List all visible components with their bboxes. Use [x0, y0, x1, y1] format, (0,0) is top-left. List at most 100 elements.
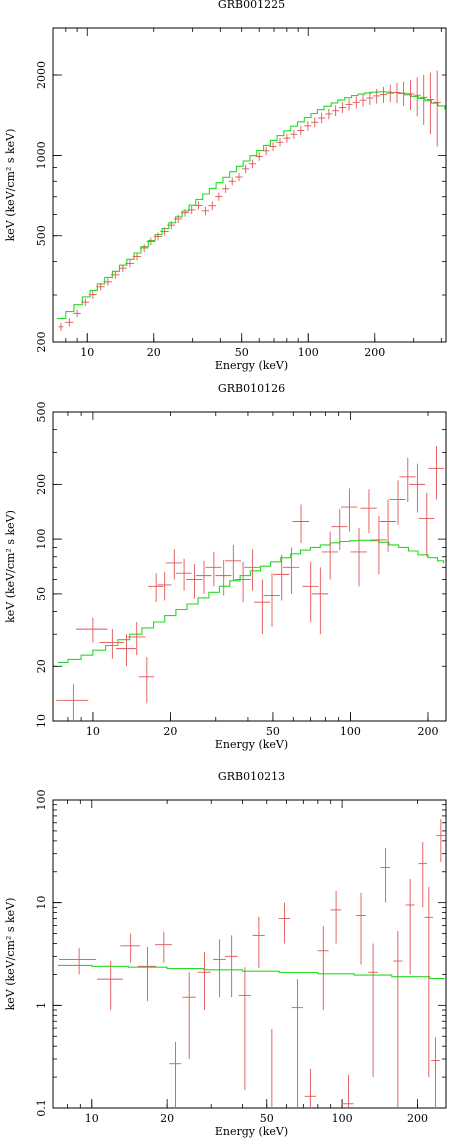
data-point [234, 561, 251, 603]
data-point [304, 1068, 316, 1108]
data-point [431, 1037, 440, 1108]
data-point [386, 84, 394, 103]
data-point [273, 554, 290, 601]
data-point [165, 549, 183, 580]
y-tick-label: 0.1 [35, 1099, 48, 1117]
data-point [155, 931, 172, 963]
x-axis-label: Energy (keV) [215, 738, 288, 751]
data-point [379, 86, 388, 103]
model-curve [57, 539, 445, 663]
data-point [169, 1041, 182, 1108]
x-tick-label: 100 [340, 725, 361, 738]
data-point [116, 634, 136, 667]
data-point [253, 579, 271, 635]
data-point [225, 935, 238, 998]
data-point [302, 561, 319, 623]
data-point [157, 571, 172, 601]
data-point [241, 164, 250, 174]
data-point [96, 283, 105, 291]
data-point [221, 184, 230, 193]
data-point [88, 290, 97, 299]
data-point [56, 683, 89, 721]
y-axis-label: keV (keV/cm² s keV) [4, 510, 17, 623]
chart-title: GRB001225 [218, 0, 285, 11]
data-point [81, 298, 90, 306]
data-point [125, 259, 135, 268]
data-point [97, 961, 123, 1011]
data-point [248, 159, 256, 169]
x-tick-label: 20 [163, 725, 177, 738]
data-point [359, 93, 367, 107]
data-point [263, 573, 280, 627]
data-point [127, 622, 146, 656]
y-tick-label: 1000 [35, 141, 48, 169]
data-point [215, 192, 223, 201]
chart-title: GRB010126 [218, 382, 285, 395]
data-point [167, 221, 176, 230]
x-tick-label: 10 [85, 1112, 99, 1125]
data-point [73, 309, 81, 318]
x-tick-label: 50 [260, 1112, 274, 1125]
data-point [433, 70, 441, 147]
x-tick-label: 50 [266, 725, 280, 738]
x-tick-label: 100 [332, 1112, 353, 1125]
data-point [180, 208, 190, 217]
data-point [345, 98, 353, 111]
chart-panel-2: 10 20 50 100 200 0.1 1 10 100 GRB010213 Energy (ke… [4, 770, 447, 1138]
data-point [370, 516, 387, 575]
x-axis-label: Energy (keV) [215, 359, 288, 372]
data-point [321, 531, 339, 580]
y-tick-label: 10 [35, 896, 48, 910]
data-point [418, 841, 428, 908]
data-point [399, 81, 408, 107]
data-point [282, 547, 300, 594]
data-point [58, 322, 64, 331]
data-point [291, 979, 303, 1108]
data-point [352, 96, 360, 109]
data-point [65, 318, 74, 327]
data-point [276, 137, 284, 147]
x-tick-label: 100 [298, 346, 319, 359]
x-tick-label: 10 [80, 346, 94, 359]
data-point [195, 560, 212, 594]
data-point [235, 172, 243, 182]
x-tick-label: 10 [86, 725, 100, 738]
data-point [413, 77, 421, 117]
data-point [311, 567, 329, 635]
data-point [292, 504, 309, 544]
data-point [174, 215, 183, 224]
data-point [331, 508, 348, 551]
y-tick-label: 20 [35, 659, 48, 673]
data-point [283, 133, 291, 143]
data-point [225, 544, 242, 581]
data-point [325, 108, 333, 120]
data-point [340, 488, 358, 532]
data-point [393, 82, 401, 104]
data-point [318, 113, 326, 124]
y-tick-label: 500 [35, 402, 48, 423]
data-point [311, 117, 319, 128]
data-point [148, 573, 164, 603]
data-point [278, 902, 291, 944]
data-point [76, 617, 108, 643]
model-curve [57, 91, 446, 320]
data-point [290, 129, 298, 139]
y-tick-label: 50 [35, 587, 48, 601]
data-point [406, 79, 415, 110]
data-point [317, 926, 329, 1011]
x-tick-label: 200 [417, 725, 438, 738]
data-point [228, 177, 236, 186]
plot-frame [52, 799, 447, 1109]
data-point [138, 946, 157, 1002]
y-tick-label: 200 [35, 332, 48, 353]
y-tick-label: 100 [35, 790, 48, 811]
data-point [213, 939, 226, 998]
data-point [338, 102, 347, 114]
y-tick-label: 1 [35, 1002, 48, 1009]
data-point [379, 499, 396, 552]
data-point [197, 952, 211, 1011]
data-point [187, 205, 196, 215]
data-point [146, 237, 155, 246]
data-point [262, 146, 270, 156]
